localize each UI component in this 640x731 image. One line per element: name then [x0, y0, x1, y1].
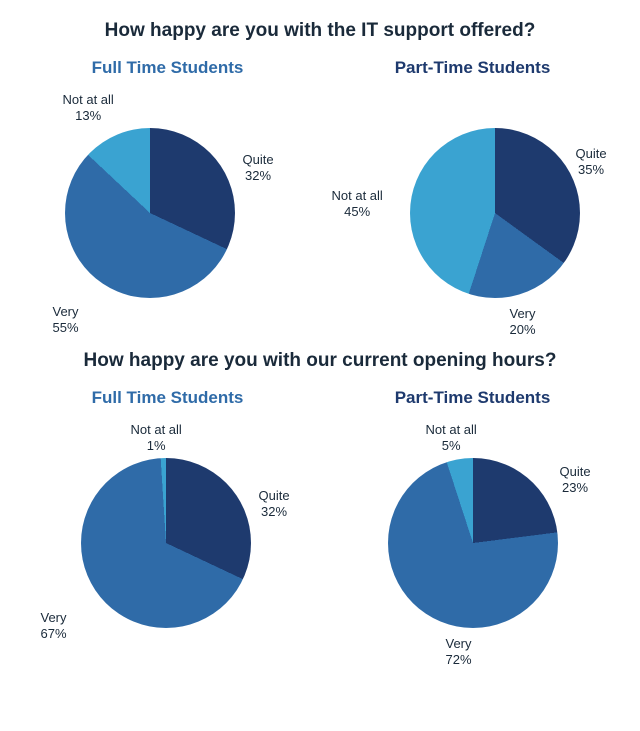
- slice-label: Quite32%: [243, 152, 274, 185]
- slice-label-value: 13%: [63, 108, 114, 124]
- chart-panel: Full Time Students Quite32% Very67% Not at …: [20, 388, 315, 670]
- question-title: How happy are you with our current openi…: [20, 350, 620, 372]
- slice-label-value: 20%: [510, 322, 536, 338]
- slice-label: Very67%: [41, 610, 67, 643]
- pie-disc: [81, 458, 251, 628]
- slice-label-name: Quite: [576, 146, 607, 162]
- slice-label-value: 32%: [259, 504, 290, 520]
- pie-chart: Quite35% Very20% Not at all45%: [328, 90, 618, 340]
- slice-label-value: 67%: [41, 626, 67, 642]
- chart-panel: Full Time Students Quite32% Very55% Not at …: [20, 58, 315, 340]
- chart-section: How happy are you with the IT support of…: [20, 20, 620, 340]
- slice-label: Very72%: [446, 636, 472, 669]
- slice-label-value: 45%: [332, 204, 383, 220]
- pie-disc: [410, 128, 580, 298]
- panel-subtitle: Full Time Students: [92, 58, 244, 78]
- slice-label-name: Quite: [243, 152, 274, 168]
- slice-label-name: Very: [53, 304, 79, 320]
- slice-label-value: 1%: [131, 438, 182, 454]
- pie-disc: [65, 128, 235, 298]
- panel-subtitle: Full Time Students: [92, 388, 244, 408]
- chart-panel: Part-Time Students Quite23% Very72% Not at …: [325, 388, 620, 670]
- slice-label-value: 32%: [243, 168, 274, 184]
- panel-subtitle: Part-Time Students: [395, 58, 551, 78]
- slice-label-name: Very: [510, 306, 536, 322]
- chart-row: Full Time StudentsQuite32%Very55%Not at …: [20, 58, 620, 340]
- pie-chart: Quite23% Very72% Not at all5%: [328, 420, 618, 670]
- question-title: How happy are you with the IT support of…: [20, 20, 620, 42]
- slice-label: Very55%: [53, 304, 79, 337]
- slice-label-value: 35%: [576, 162, 607, 178]
- slice-label: Not at all1%: [131, 422, 182, 455]
- slice-label: Quite35%: [576, 146, 607, 179]
- slice-label-name: Quite: [259, 488, 290, 504]
- slice-label-name: Not at all: [63, 92, 114, 108]
- slice-label-value: 72%: [446, 652, 472, 668]
- slice-label-value: 5%: [426, 438, 477, 454]
- slice-label-name: Not at all: [332, 188, 383, 204]
- panel-subtitle: Part-Time Students: [395, 388, 551, 408]
- slice-label-name: Not at all: [131, 422, 182, 438]
- slice-label-value: 55%: [53, 320, 79, 336]
- slice-label-value: 23%: [560, 480, 591, 496]
- slice-label: Not at all45%: [332, 188, 383, 221]
- chart-section: How happy are you with our current openi…: [20, 350, 620, 670]
- slice-label: Very20%: [510, 306, 536, 339]
- pie-disc: [388, 458, 558, 628]
- slice-label: Not at all13%: [63, 92, 114, 125]
- pie-chart: Quite32% Very67% Not at all1%: [23, 420, 313, 670]
- slice-label-name: Quite: [560, 464, 591, 480]
- slice-label: Quite32%: [259, 488, 290, 521]
- slice-label-name: Not at all: [426, 422, 477, 438]
- chart-row: Full Time StudentsQuite32%Very67%Not at …: [20, 388, 620, 670]
- slice-label-name: Very: [446, 636, 472, 652]
- chart-panel: Part-Time Students Quite35% Very20% Not at …: [325, 58, 620, 340]
- pie-chart: Quite32% Very55% Not at all13%: [23, 90, 313, 340]
- slice-label: Quite23%: [560, 464, 591, 497]
- slice-label-name: Very: [41, 610, 67, 626]
- slice-label: Not at all5%: [426, 422, 477, 455]
